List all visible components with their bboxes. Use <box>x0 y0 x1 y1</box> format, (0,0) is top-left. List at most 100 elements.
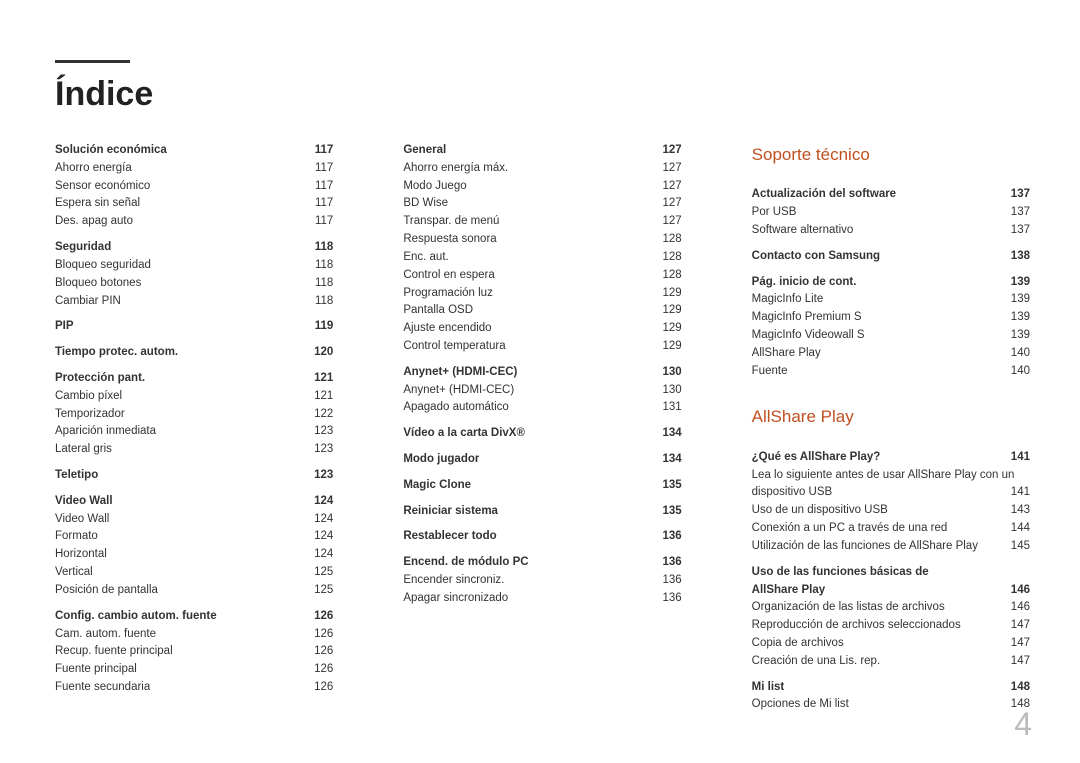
toc-row: Bloqueo seguridad118 <box>55 257 333 275</box>
toc-label: Transpar. de menú <box>403 213 499 231</box>
toc-label: Contacto con Samsung <box>752 248 880 266</box>
page-number: 4 <box>1014 706 1032 743</box>
toc-heading-row: Magic Clone135 <box>403 477 681 495</box>
toc-heading-row: Teletipo123 <box>55 467 333 485</box>
spacer <box>752 671 1030 679</box>
toc-page: 127 <box>652 213 681 231</box>
toc-page: 126 <box>304 608 333 626</box>
toc-page: 129 <box>652 338 681 356</box>
toc-page: 121 <box>304 370 333 388</box>
toc-page: 145 <box>1001 538 1030 556</box>
toc-row: Respuesta sonora128 <box>403 231 681 249</box>
spacer <box>403 495 681 503</box>
spacer <box>55 310 333 318</box>
toc-label: Utilización de las funciones de AllShare… <box>752 538 978 556</box>
toc-page: 129 <box>652 285 681 303</box>
toc-row: Conexión a un PC a través de una red144 <box>752 520 1030 538</box>
toc-row: Apagado automático131 <box>403 399 681 417</box>
toc-label: Uso de un dispositivo USB <box>752 502 888 520</box>
toc-row: Des. apag auto117 <box>55 213 333 231</box>
toc-row: dispositivo USB141 <box>752 484 1030 502</box>
toc-page: 126 <box>304 661 333 679</box>
toc-page: 124 <box>304 511 333 529</box>
toc-label: Restablecer todo <box>403 528 496 546</box>
toc-label: Mi list <box>752 679 785 697</box>
toc-page: 123 <box>304 467 333 485</box>
toc-heading-row: Reiniciar sistema135 <box>403 503 681 521</box>
toc-label: Creación de una Lis. rep. <box>752 653 881 671</box>
index-columns: Solución económica117Ahorro energía117Se… <box>55 142 1030 714</box>
toc-label: Fuente secundaria <box>55 679 150 697</box>
toc-heading-row: Seguridad118 <box>55 239 333 257</box>
toc-label: Ahorro energía máx. <box>403 160 508 178</box>
toc-row: Opciones de Mi list148 <box>752 696 1030 714</box>
toc-page: 123 <box>304 423 333 441</box>
toc-page: 136 <box>652 528 681 546</box>
toc-row: Video Wall124 <box>55 511 333 529</box>
toc-row: Encender sincroniz.136 <box>403 572 681 590</box>
toc-page: 140 <box>1001 363 1030 381</box>
toc-row: Recup. fuente principal126 <box>55 643 333 661</box>
toc-label: Anynet+ (HDMI-CEC) <box>403 382 514 400</box>
toc-label: Apagado automático <box>403 399 509 417</box>
toc-label: Aparición inmediata <box>55 423 156 441</box>
toc-label: Horizontal <box>55 546 107 564</box>
toc-page: 117 <box>305 142 334 160</box>
toc-page: 120 <box>304 344 333 362</box>
toc-page: 129 <box>652 302 681 320</box>
toc-label: Ajuste encendido <box>403 320 491 338</box>
toc-label: AllShare Play <box>752 345 821 363</box>
spacer <box>752 396 1030 404</box>
toc-row: Reproducción de archivos seleccionados14… <box>752 617 1030 635</box>
toc-row: MagicInfo Lite139 <box>752 291 1030 309</box>
toc-page: 134 <box>652 451 681 469</box>
toc-row: Software alternativo137 <box>752 222 1030 240</box>
spacer <box>752 178 1030 186</box>
toc-heading-row: Restablecer todo 136 <box>403 528 681 546</box>
toc-label: Ahorro energía <box>55 160 132 178</box>
toc-heading-row: Tiempo protec. autom.120 <box>55 344 333 362</box>
toc-page: 137 <box>1001 186 1030 204</box>
toc-label: dispositivo USB <box>752 484 833 502</box>
toc-heading: Uso de las funciones básicas de <box>752 564 1030 582</box>
toc-page: 127 <box>652 160 681 178</box>
toc-page: 117 <box>305 195 333 213</box>
spacer <box>752 380 1030 388</box>
toc-row: Vertical125 <box>55 564 333 582</box>
toc-label: MagicInfo Videowall S <box>752 327 865 345</box>
toc-label: Lateral gris <box>55 441 112 459</box>
toc-heading-row: Encend. de módulo PC136 <box>403 554 681 572</box>
toc-page: 134 <box>652 425 681 443</box>
toc-page: 147 <box>1001 653 1030 671</box>
toc-heading-row: Protección pant.121 <box>55 370 333 388</box>
toc-page: 139 <box>1001 291 1030 309</box>
title-rule <box>55 60 130 63</box>
spacer <box>752 240 1030 248</box>
spacer <box>55 336 333 344</box>
toc-page: 127 <box>652 178 681 196</box>
toc-page: 124 <box>304 528 333 546</box>
toc-label: Pantalla OSD <box>403 302 473 320</box>
toc-page: 139 <box>1001 309 1030 327</box>
toc-page: 130 <box>652 364 681 382</box>
spacer <box>403 546 681 554</box>
toc-label: Config. cambio autom. fuente <box>55 608 217 626</box>
toc-row: Sensor económico117 <box>55 178 333 196</box>
toc-row: Organización de las listas de archivos14… <box>752 599 1030 617</box>
toc-label: Apagar sincronizado <box>403 590 508 608</box>
toc-label: Opciones de Mi list <box>752 696 849 714</box>
toc-page: 148 <box>1001 679 1030 697</box>
toc-row: Cam. autom. fuente126 <box>55 626 333 644</box>
spacer <box>752 266 1030 274</box>
toc-page: 126 <box>304 643 333 661</box>
index-column-1: Solución económica117Ahorro energía117Se… <box>55 142 333 714</box>
toc-label: MagicInfo Premium S <box>752 309 862 327</box>
toc-row: Bloqueo botones118 <box>55 275 333 293</box>
toc-label: Des. apag auto <box>55 213 133 231</box>
toc-label: Temporizador <box>55 406 125 424</box>
index-column-3: Soporte técnicoActualización del softwar… <box>752 142 1030 714</box>
toc-heading-row: AllShare Play146 <box>752 582 1030 600</box>
toc-label: Por USB <box>752 204 797 222</box>
toc-label: Reiniciar sistema <box>403 503 498 521</box>
toc-heading-row: General127 <box>403 142 681 160</box>
